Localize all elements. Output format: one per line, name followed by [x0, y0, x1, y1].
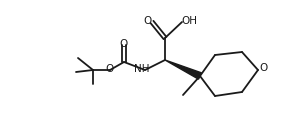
Text: O: O — [260, 63, 268, 73]
Text: O: O — [144, 16, 152, 26]
Polygon shape — [165, 60, 201, 79]
Text: OH: OH — [181, 16, 197, 26]
Text: NH: NH — [134, 64, 150, 74]
Text: O: O — [119, 39, 127, 49]
Text: O: O — [105, 64, 113, 74]
